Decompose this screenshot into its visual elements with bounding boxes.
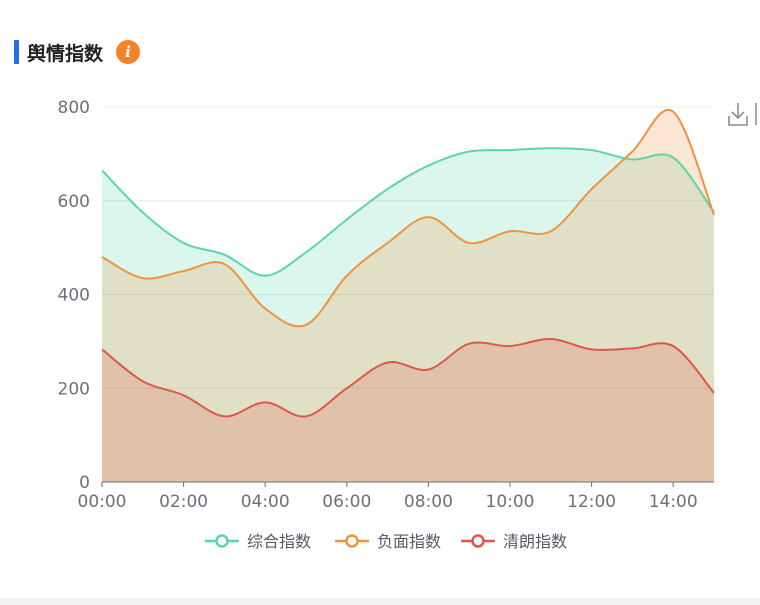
- legend-label: 综合指数: [247, 532, 311, 551]
- bottom-divider: [0, 598, 760, 605]
- y-tick-label: 200: [58, 379, 90, 399]
- y-tick-label: 400: [58, 286, 90, 306]
- x-tick-label: 14:00: [649, 492, 698, 512]
- legend-label: 清朗指数: [503, 532, 567, 551]
- title-accent-bar: [14, 40, 19, 64]
- series-line-1[interactable]: [101, 108, 715, 328]
- series-area-1: [102, 109, 714, 482]
- axes: 0 200 400 600 800 00:00 02:00 04:00 06:00 08:00 10…: [58, 98, 714, 512]
- legend-item-0[interactable]: 综合指数: [205, 532, 311, 551]
- legend-item-2[interactable]: 清朗指数: [461, 532, 567, 551]
- download-icon[interactable]: [728, 103, 757, 126]
- series-area-0: [102, 148, 714, 482]
- x-tick-label: 08:00: [404, 492, 453, 512]
- legend-label: 负面指数: [377, 532, 441, 551]
- series-lines: [101, 108, 715, 418]
- y-tick-label: 600: [58, 192, 90, 212]
- series-line-2[interactable]: [101, 338, 715, 418]
- x-tick-label: 02:00: [159, 492, 208, 512]
- legend: 综合指数 负面指数 清朗指数: [205, 532, 567, 551]
- panel-header: 舆情指数 i: [14, 38, 141, 66]
- y-tick-label: 0: [79, 473, 90, 493]
- series-area-2: [102, 338, 714, 482]
- x-tick-label: 00:00: [78, 492, 127, 512]
- series-line-0[interactable]: [101, 147, 715, 277]
- x-tick-label: 04:00: [241, 492, 290, 512]
- x-tick-label: 06:00: [322, 492, 371, 512]
- series-areas: [102, 109, 714, 482]
- x-tick-label: 10:00: [486, 492, 535, 512]
- y-tick-label: 800: [58, 98, 90, 118]
- legend-item-1[interactable]: 负面指数: [335, 532, 441, 551]
- x-tick-label: 12:00: [567, 492, 616, 512]
- info-icon[interactable]: i: [116, 40, 141, 64]
- panel-title: 舆情指数: [27, 42, 104, 65]
- grid-lines: [102, 106, 714, 389]
